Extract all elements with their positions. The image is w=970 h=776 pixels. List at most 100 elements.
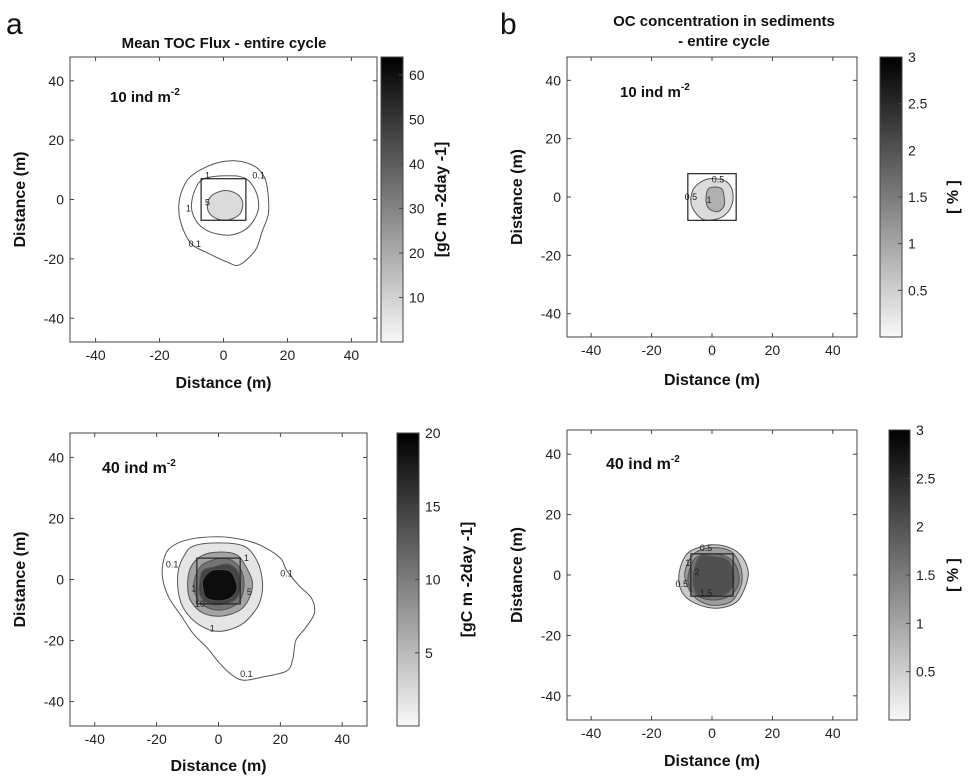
density-annotation: 10 ind m-2 — [620, 82, 690, 101]
source-square — [687, 173, 737, 221]
chart-panel-2: 0.5 0.5 1 -40 -20 0 20 40 -40 -20 0 20 40 Distance (m… — [509, 49, 962, 389]
contour-label: 0.1 — [166, 559, 179, 569]
contour-label: 5 — [247, 587, 252, 597]
y-tick-label: 20 — [48, 510, 64, 526]
contour-label: 1 — [244, 553, 249, 563]
y-tick-label: -20 — [541, 247, 561, 263]
contour-label: 1 — [205, 171, 210, 181]
contour-label: 1.5 — [700, 588, 713, 598]
x-tick-label: 0 — [708, 342, 716, 358]
contour-label: 0.5 — [712, 174, 725, 184]
contour-0-1 — [161, 536, 316, 681]
y-tick-label: 40 — [545, 72, 561, 88]
density-annotation: 10 ind m-2 — [110, 87, 180, 106]
colorbar-tick-label: 10 — [425, 572, 441, 588]
x-tick-label: 0 — [220, 347, 228, 363]
source-square — [200, 178, 247, 221]
contour-label: 5 — [205, 197, 210, 207]
y-tick-label: 40 — [48, 73, 64, 89]
density-annotation-superscript: -2 — [171, 87, 180, 98]
y-tick-label: -40 — [541, 688, 561, 704]
y-tick-label: 0 — [56, 192, 64, 208]
y-tick-label: -40 — [44, 310, 64, 326]
y-tick-label: 20 — [545, 507, 561, 523]
colorbar-tick-label: 50 — [409, 111, 425, 127]
column-title-b-line2: - entire cycle — [678, 33, 770, 50]
chart-panel-1: 0.1 0.1 1 5 1 -40 -20 0 20 40 -40 -20 0 20 40 Distance … — [12, 56, 450, 392]
x-axis-label: Distance (m) — [664, 753, 760, 770]
x-tick-label: -20 — [641, 725, 661, 741]
colorbar-tick-label: 0.5 — [916, 664, 936, 680]
chart-panel-4: 0.5 0.5 1 1.5 2 -40 -20 0 20 40 -40 -20 0 20 40 Distanc… — [509, 422, 962, 770]
contour-label: 0.1 — [240, 669, 253, 679]
contour-1 — [705, 186, 726, 213]
y-tick-label: -40 — [541, 306, 561, 322]
x-axis-label: Distance (m) — [170, 758, 266, 775]
colorbar-label: [gC m -2day -1] — [433, 142, 450, 258]
contour-label: 0.1 — [280, 568, 293, 578]
x-tick-label: -40 — [85, 731, 105, 747]
contour-label: 0.5 — [685, 192, 698, 202]
x-tick-label: 40 — [334, 731, 350, 747]
colorbar-tick-label: 2.5 — [916, 470, 936, 486]
source-square — [196, 557, 241, 605]
colorbar-tick-label: 40 — [409, 156, 425, 172]
contour-label: 0.5 — [676, 579, 689, 589]
contour-label: 10 — [195, 599, 205, 609]
column-title-a: Mean TOC Flux - entire cycle — [122, 35, 327, 52]
colorbar-label: [ % ] — [945, 558, 962, 592]
y-tick-label: 20 — [48, 132, 64, 148]
colorbar-tick-label: 60 — [409, 67, 425, 83]
colorbar-tick-label: 1 — [908, 236, 916, 252]
contour-label: 0.1 — [188, 239, 201, 249]
y-axis-label: Distance (m) — [509, 527, 526, 623]
contour-0-1 — [178, 160, 270, 266]
colorbar-label: [gC m -2day -1] — [459, 522, 476, 638]
density-annotation-superscript: -2 — [671, 454, 680, 465]
colorbar-tick-label: 1 — [916, 615, 924, 631]
y-tick-label: 40 — [48, 449, 64, 465]
x-tick-label: 40 — [825, 342, 841, 358]
contour-label: 2 — [694, 567, 699, 577]
colorbar-tick-label: 3 — [908, 49, 916, 65]
colorbar-tick-label: 2 — [916, 519, 924, 535]
contour-label: 1 — [706, 195, 711, 205]
contour-label: 1 — [685, 558, 690, 568]
x-tick-label: 40 — [344, 347, 360, 363]
panel-letter-b: b — [500, 8, 517, 41]
colorbar-tick-label: 1.5 — [916, 567, 936, 583]
x-tick-label: -40 — [581, 725, 601, 741]
colorbar-label: [ % ] — [945, 180, 962, 214]
y-tick-label: 0 — [56, 572, 64, 588]
contour-2 — [692, 555, 735, 598]
contour-label: 1 — [210, 623, 215, 633]
x-tick-label: 0 — [215, 731, 223, 747]
colorbar-tick-label: 5 — [425, 645, 433, 661]
x-tick-label: 0 — [708, 725, 716, 741]
x-tick-label: 20 — [765, 725, 781, 741]
contour-20 — [201, 568, 238, 602]
contour-label: 0.5 — [700, 543, 713, 553]
contour-label: 0.1 — [252, 171, 265, 181]
y-tick-label: -20 — [44, 633, 64, 649]
contour-label: 1 — [186, 203, 191, 213]
colorbar-tick-label: 1.5 — [908, 189, 928, 205]
panel-letter-a: a — [6, 8, 23, 41]
colorbar-tick-label: 20 — [425, 425, 441, 441]
colorbar — [380, 56, 404, 343]
x-axis-label: Distance (m) — [175, 375, 271, 392]
colorbar-tick-label: 0.5 — [908, 282, 928, 298]
y-axis-label: Distance (m) — [509, 149, 526, 245]
colorbar-tick-label: 20 — [409, 245, 425, 261]
colorbar-tick-label: 2.5 — [908, 96, 928, 112]
contour-label: 1 — [191, 584, 196, 594]
colorbar-tick-label: 3 — [916, 422, 924, 438]
colorbar-tick-label: 30 — [409, 200, 425, 216]
x-tick-label: 20 — [273, 731, 289, 747]
contour-5 — [206, 190, 244, 221]
x-tick-label: -20 — [641, 342, 661, 358]
y-axis-label: Distance (m) — [12, 151, 29, 247]
